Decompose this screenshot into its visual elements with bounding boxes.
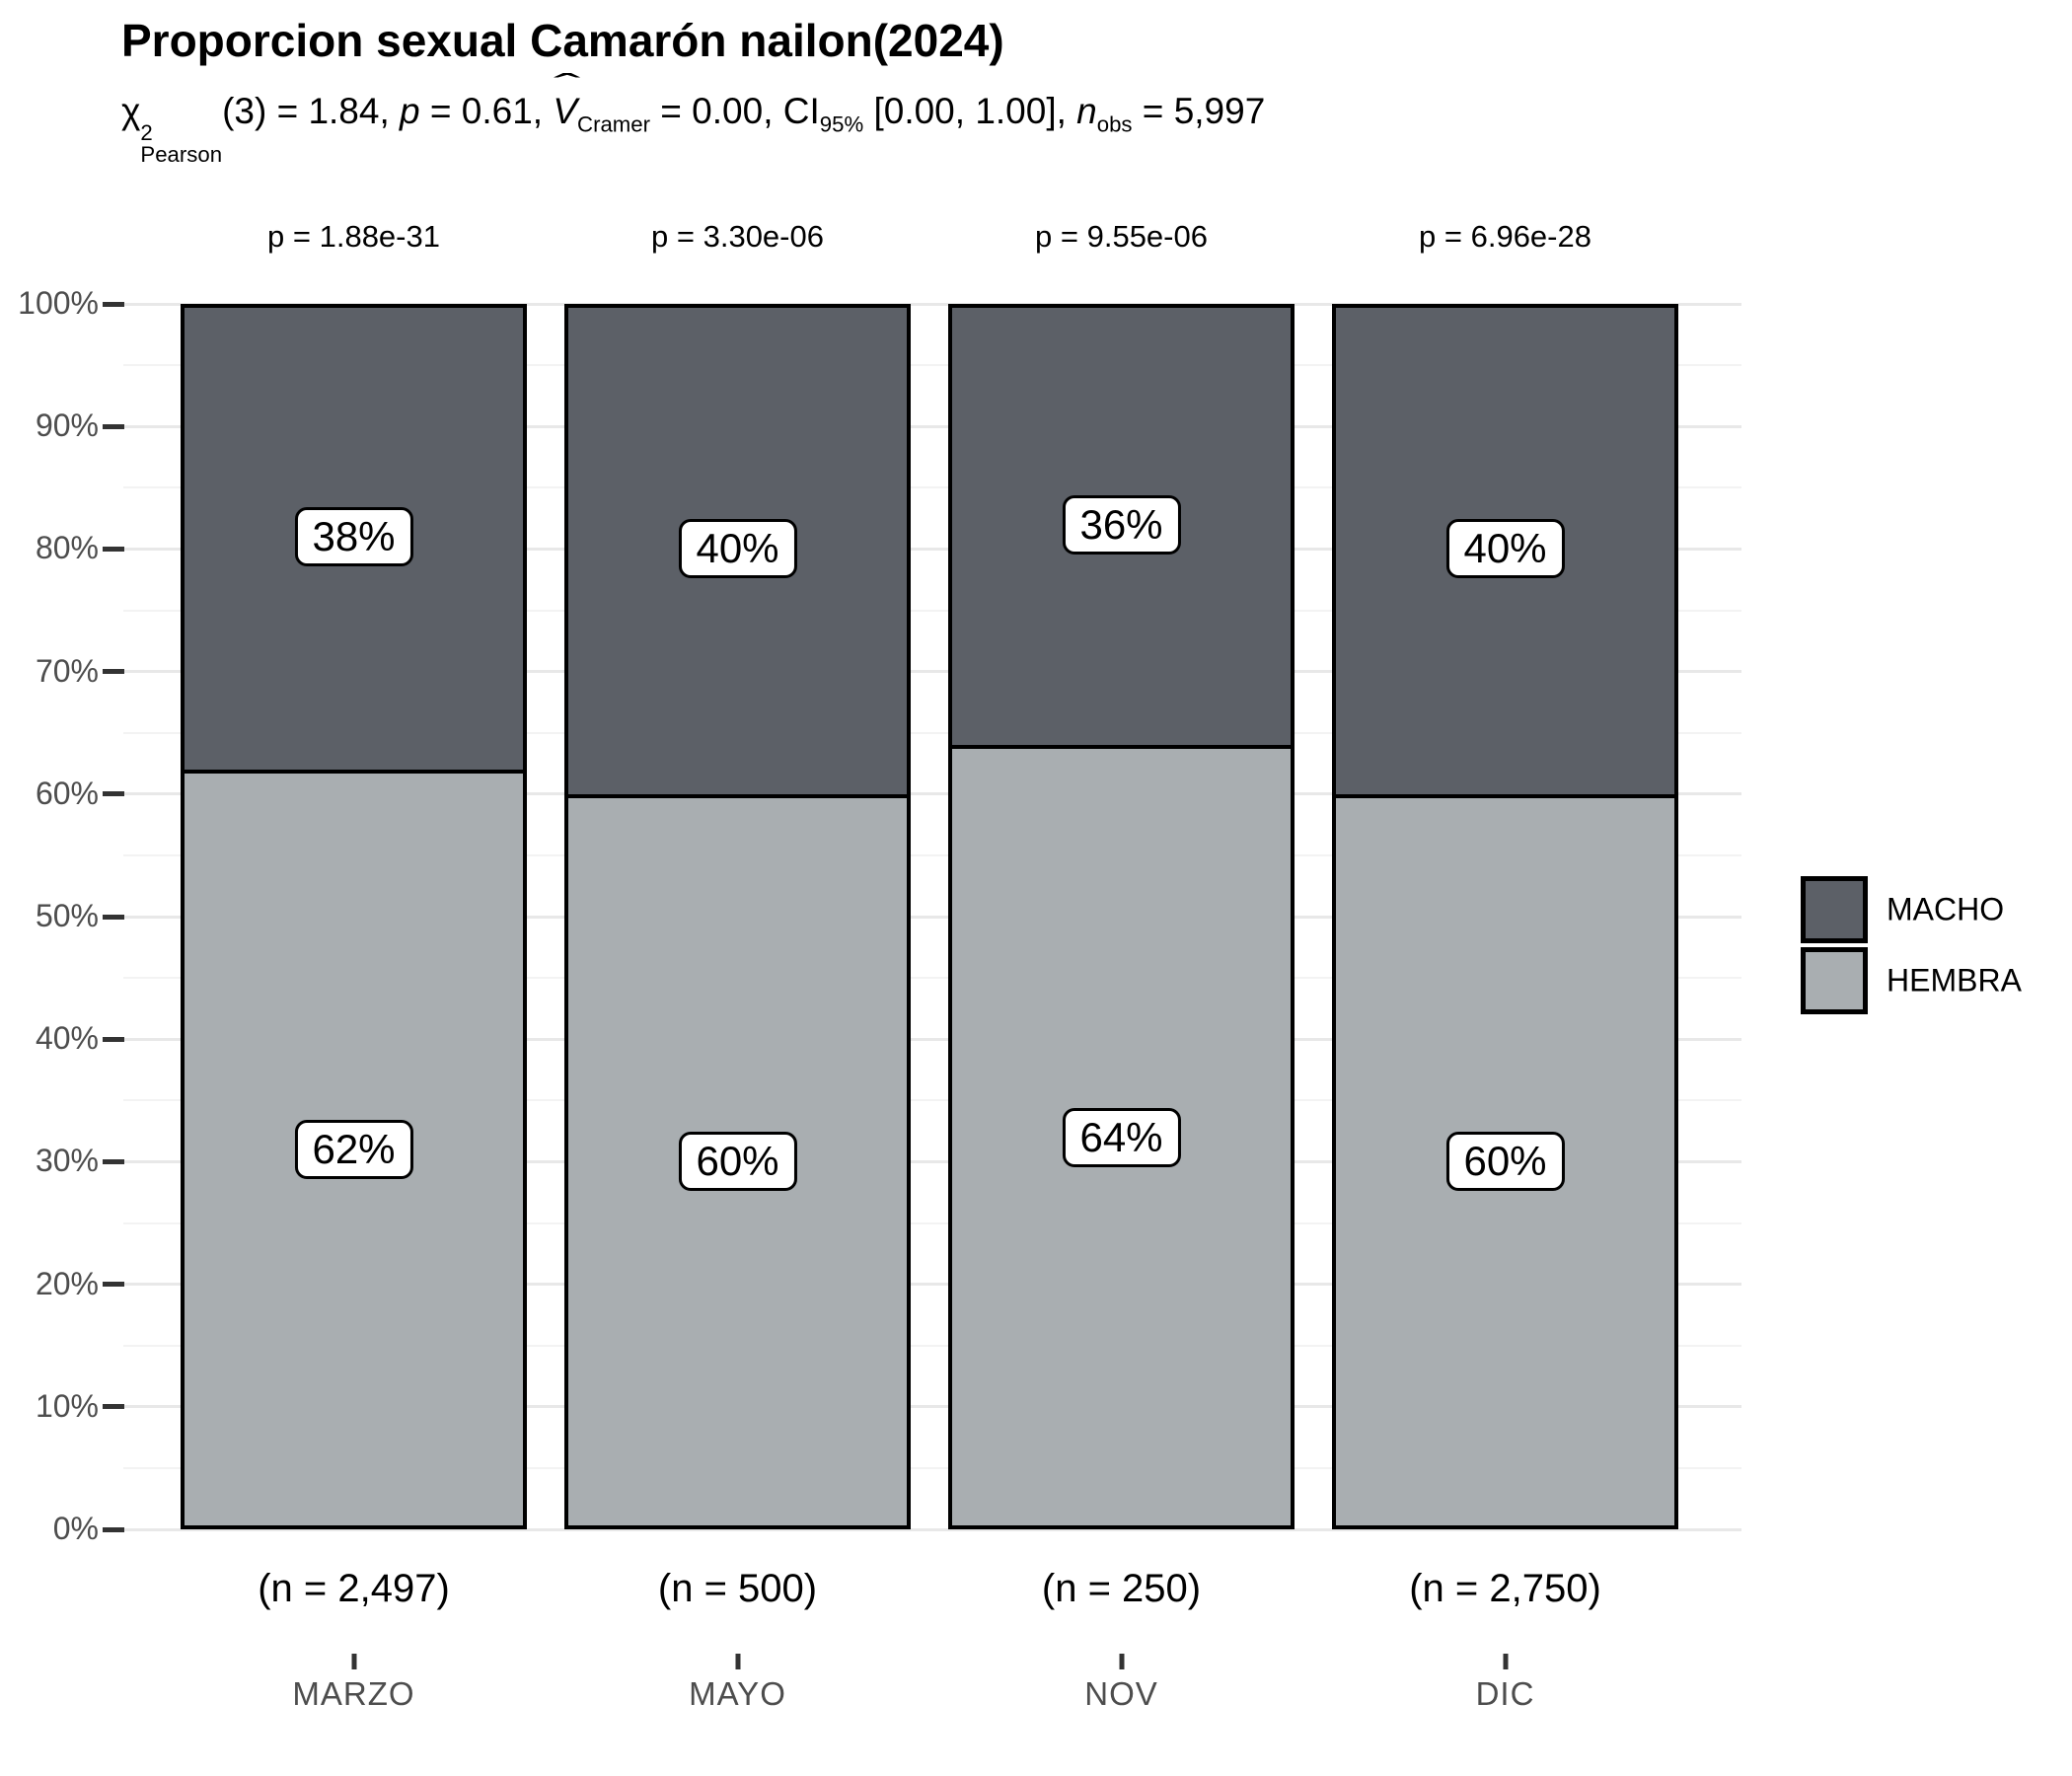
gridline-minor — [123, 853, 1741, 856]
gridline-major — [123, 792, 1741, 796]
legend-label-hembra: HEMBRA — [1887, 962, 2022, 999]
gridline-minor — [123, 1221, 1741, 1224]
y-axis-tick — [103, 1158, 124, 1164]
hembra-percent-label: 62% — [294, 1119, 413, 1179]
y-axis-label: 60% — [35, 775, 99, 811]
bar-n-label: (n = 250) — [1041, 1567, 1202, 1610]
gridline-minor — [123, 609, 1741, 612]
y-axis-label: 80% — [35, 530, 99, 566]
subtitle-seg2: = 0.61, — [419, 91, 554, 131]
x-axis-tick — [1503, 1654, 1508, 1669]
gridline-minor — [123, 977, 1741, 980]
gridline-major — [123, 915, 1741, 919]
y-axis-tick — [103, 669, 124, 675]
x-axis-tick — [735, 1654, 740, 1669]
y-axis-label: 30% — [35, 1143, 99, 1179]
x-axis-label-mayo: MAYO — [689, 1675, 786, 1712]
hat-accent: ˆ — [554, 68, 581, 104]
y-axis-tick — [103, 423, 124, 429]
y-axis-tick — [103, 1404, 124, 1410]
bar-p-value: p = 9.55e-06 — [1035, 219, 1208, 254]
y-axis-label: 50% — [35, 898, 99, 933]
subtitle-seg4: [0.00, 1.00], — [863, 91, 1077, 131]
gridline-major — [123, 1405, 1741, 1409]
y-axis-label: 20% — [35, 1265, 99, 1301]
bar-n-label: (n = 2,497) — [258, 1567, 450, 1610]
gridline-minor — [123, 731, 1741, 734]
x-axis-label-dic: DIC — [1475, 1675, 1535, 1712]
gridline-major — [123, 1283, 1741, 1287]
n-subscript: obs — [1096, 111, 1133, 137]
legend-label-macho: MACHO — [1887, 891, 2005, 927]
gridline-minor — [123, 1344, 1741, 1347]
macho-percent-label: 38% — [294, 506, 413, 566]
chart-title: Proporcion sexual Camarón nailon(2024) — [121, 15, 1004, 66]
gridline-major — [123, 302, 1741, 306]
x-axis-tick — [1119, 1654, 1124, 1669]
gridline-major — [123, 1527, 1741, 1531]
y-axis-tick — [103, 1282, 124, 1288]
x-axis-label-marzo: MARZO — [292, 1675, 415, 1712]
subtitle-seg3: = 0.00, CI — [650, 91, 820, 131]
ci-subscript: 95% — [819, 111, 864, 137]
macho-percent-label: 40% — [1445, 519, 1565, 579]
bar-p-value: p = 3.30e-06 — [651, 219, 824, 254]
gridline-minor — [123, 1099, 1741, 1102]
hembra-percent-label: 60% — [678, 1132, 797, 1192]
y-axis-tick — [103, 791, 124, 797]
hembra-percent-label: 64% — [1062, 1107, 1181, 1167]
y-axis-tick — [103, 914, 124, 920]
subtitle-seg5: = 5,997 — [1132, 91, 1266, 131]
v-cramer-subscript: Cramer — [577, 111, 651, 137]
y-axis-tick — [103, 546, 124, 552]
gridline-major — [123, 1159, 1741, 1163]
macho-percent-label: 40% — [678, 519, 797, 579]
n-symbol: n — [1076, 91, 1097, 131]
y-axis-label: 40% — [35, 1020, 99, 1057]
bar-n-label: (n = 2,750) — [1409, 1567, 1601, 1610]
y-axis-label: 70% — [35, 652, 99, 689]
legend-swatch-hembra — [1801, 947, 1868, 1014]
gridline-major — [123, 547, 1741, 551]
y-axis-label: 90% — [35, 407, 99, 444]
chi-symbol: χ — [121, 91, 141, 131]
y-axis-tick — [103, 301, 124, 307]
chi-scripts: 2 Pearson — [140, 119, 223, 167]
legend-swatch-macho — [1801, 876, 1868, 943]
subtitle-seg1: (3) = 1.84, — [222, 91, 401, 131]
chi-subscript: Pearson — [140, 141, 223, 167]
gridline-major — [123, 670, 1741, 674]
bar-p-value: p = 1.88e-31 — [267, 219, 440, 254]
y-axis-label: 100% — [18, 285, 99, 321]
bar-n-label: (n = 500) — [657, 1567, 818, 1610]
gridline-major — [123, 424, 1741, 428]
y-axis-label: 0% — [52, 1511, 99, 1546]
p-symbol: p — [400, 91, 420, 131]
x-axis-label-nov: NOV — [1084, 1675, 1158, 1712]
gridline-minor — [123, 364, 1741, 367]
y-axis-label: 10% — [35, 1387, 99, 1424]
chi-superscript: 2 — [140, 119, 153, 145]
gridline-minor — [123, 486, 1741, 489]
gridline-major — [123, 1037, 1741, 1041]
chart-subtitle: χ 2 Pearson (3) = 1.84, p = 0.61, ˆ VCramer … — [121, 68, 1266, 167]
y-axis-tick — [103, 1526, 124, 1532]
y-axis-tick — [103, 1036, 124, 1042]
bar-p-value: p = 6.96e-28 — [1419, 219, 1591, 254]
gridline-minor — [123, 1466, 1741, 1469]
x-axis-tick — [351, 1654, 356, 1669]
macho-percent-label: 36% — [1062, 494, 1181, 555]
hembra-percent-label: 60% — [1445, 1132, 1565, 1192]
